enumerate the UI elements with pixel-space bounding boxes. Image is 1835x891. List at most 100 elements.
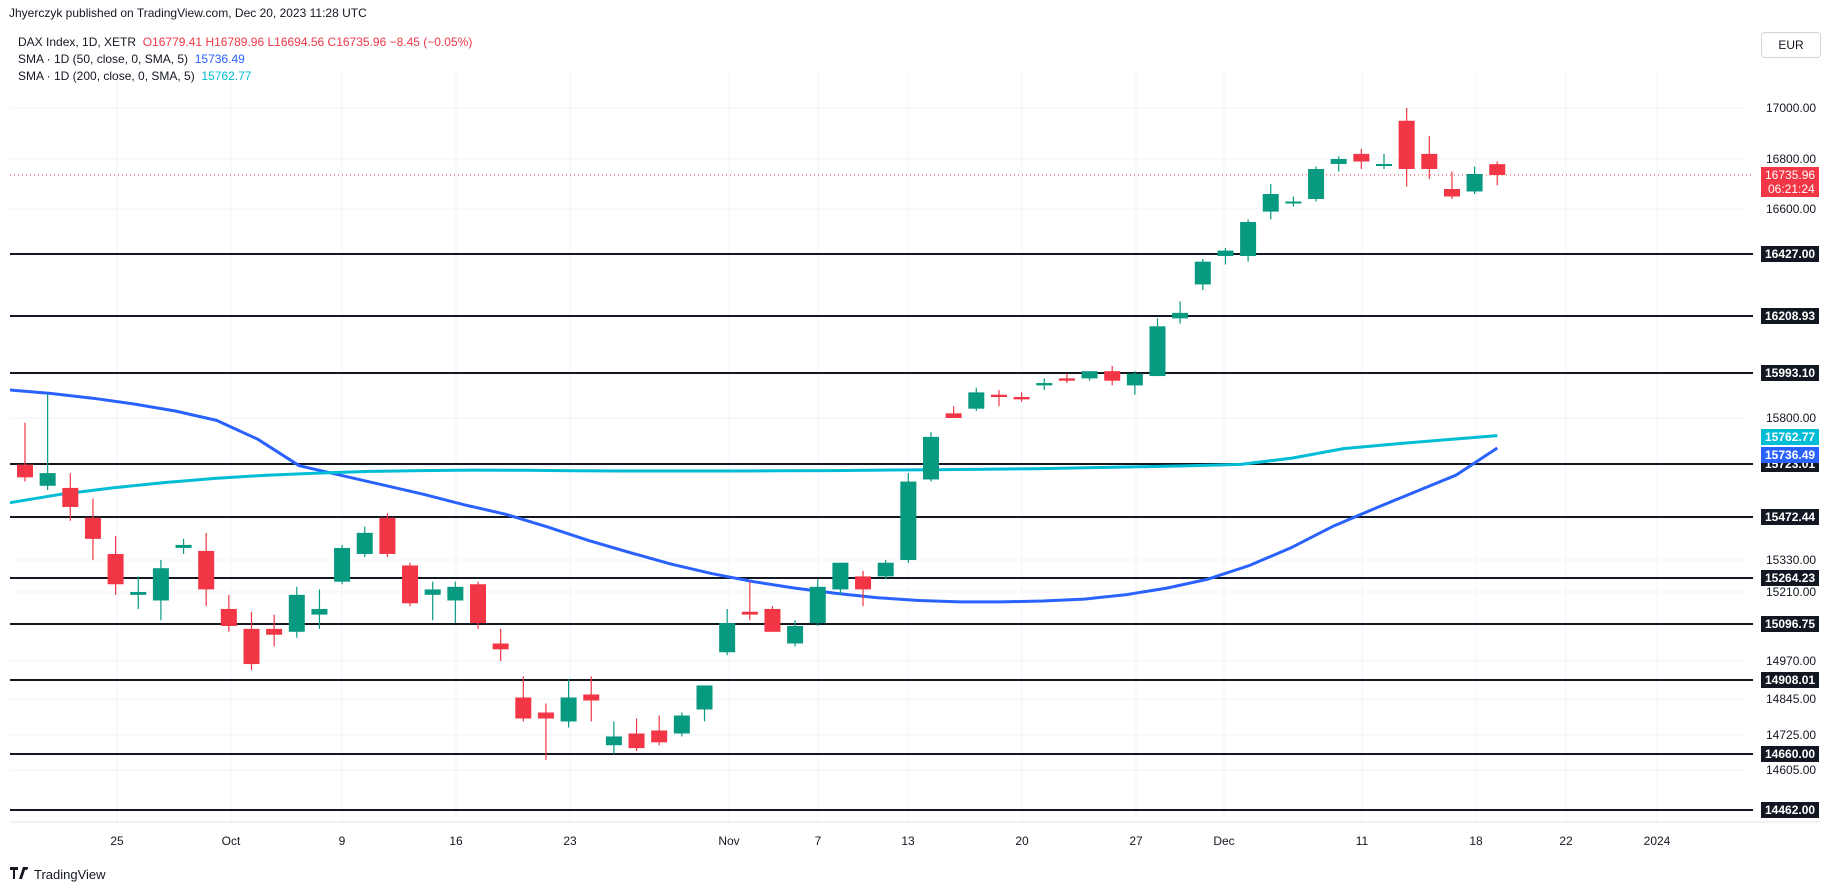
y-tick-label: 14605.00: [1766, 763, 1816, 777]
x-tick-label: 25: [110, 834, 124, 848]
candle-body: [787, 625, 804, 644]
level-price-tag-bg: [1761, 616, 1819, 632]
candle: [356, 526, 373, 557]
candle-body: [1217, 250, 1234, 256]
candle: [1149, 318, 1166, 377]
ohlc-values: O16779.41 H16789.96 L16694.56 C16735.96 …: [142, 35, 473, 49]
level-price-tag: 15096.75: [1761, 616, 1819, 632]
candle-body: [809, 586, 826, 624]
candle: [1353, 148, 1370, 169]
candle: [1013, 392, 1030, 402]
candle: [1376, 153, 1392, 169]
level-price-tag-bg: [1761, 746, 1819, 762]
candle-body: [923, 436, 939, 480]
candle-body: [243, 628, 260, 665]
tradingview-logo-icon: [10, 866, 30, 882]
candle-body: [628, 733, 645, 749]
candles: [17, 108, 1506, 760]
candle-body: [741, 611, 758, 615]
y-tick-label: 15330.00: [1766, 553, 1816, 567]
currency-button[interactable]: EUR: [1761, 32, 1821, 58]
price-axis[interactable]: 17000.00 16800.00 16600.00 15800.00 15330.00…: [1761, 101, 1819, 818]
x-tick-label: 22: [1559, 834, 1573, 848]
candle-body: [855, 576, 872, 590]
level-price-tag: 15993.10: [1761, 365, 1819, 381]
candle: [1308, 166, 1325, 202]
candle: [198, 532, 215, 607]
candle: [1466, 166, 1483, 194]
ma200-price-tag: 15762.77: [1761, 429, 1819, 445]
candle-body: [334, 547, 351, 582]
ma200-price-tag-text: 15762.77: [1765, 430, 1815, 444]
candle-body: [1421, 153, 1438, 169]
candle-body: [877, 562, 894, 577]
level-price-tag-text: 16427.00: [1765, 247, 1815, 261]
level-price-tag-text: 14908.01: [1765, 673, 1815, 687]
candle: [741, 581, 758, 621]
candle-body: [175, 544, 192, 548]
level-price-tag-text: 15264.23: [1765, 571, 1815, 585]
candle: [1262, 184, 1279, 220]
last-price-tag-bg: [1761, 167, 1819, 198]
level-price-tag-text: 15096.75: [1765, 617, 1815, 631]
level-price-tag: 14462.00: [1761, 802, 1819, 818]
candle: [877, 560, 894, 580]
candle: [1421, 136, 1438, 179]
symbol-label: DAX Index, 1D, XETR: [18, 35, 137, 49]
candle-body: [311, 608, 328, 615]
candle: [945, 406, 962, 418]
candle-body: [1149, 326, 1166, 377]
candle: [152, 560, 169, 621]
candle: [1036, 378, 1053, 391]
candle: [900, 473, 917, 563]
candle-body: [152, 568, 169, 601]
candle-body: [220, 608, 237, 626]
candle: [764, 606, 781, 632]
candle: [787, 620, 804, 647]
candle: [855, 570, 872, 607]
x-tick-label: 16: [449, 834, 463, 848]
ma50-line: [9, 388, 1499, 604]
candle: [809, 579, 826, 626]
footer-brand: TradingView: [34, 866, 106, 882]
level-price-tag-bg: [1761, 308, 1819, 324]
candle-body: [1285, 201, 1302, 204]
candle: [1398, 108, 1415, 187]
level-price-tag: 14660.00: [1761, 746, 1819, 762]
candle: [311, 589, 328, 629]
level-price-tag-bg: [1761, 802, 1819, 818]
x-tick-label: 20: [1015, 834, 1029, 848]
candle: [107, 535, 124, 595]
candle: [1285, 196, 1302, 207]
candle: [1058, 373, 1075, 384]
time-axis[interactable]: 25 Oct 9 16 23 Nov 7 13 20 27 Dec 11 18 22 2024: [10, 821, 1820, 848]
candle-body: [560, 697, 577, 722]
candle-body: [990, 394, 1007, 398]
candle-body: [356, 532, 373, 554]
candle: [62, 473, 79, 521]
candle: [990, 390, 1007, 407]
y-tick-label: 14725.00: [1766, 728, 1816, 742]
candle: [175, 538, 192, 554]
candle: [39, 394, 56, 491]
candle-body: [1036, 383, 1053, 386]
chart-legend: DAX Index, 1D, XETR O16779.41 H16789.96 …: [18, 34, 472, 85]
ma200-row[interactable]: SMA · 1D (200, close, 0, SMA, 5) 15762.7…: [18, 68, 472, 85]
candle-body: [1058, 378, 1075, 381]
ma50-row[interactable]: SMA · 1D (50, close, 0, SMA, 5) 15736.49: [18, 51, 472, 68]
candle: [605, 721, 622, 754]
level-price-tag-bg: [1761, 570, 1819, 586]
candle-body: [673, 715, 690, 734]
candle: [560, 679, 577, 728]
candle-body: [764, 608, 781, 632]
candle-body: [402, 565, 419, 604]
candle: [470, 581, 486, 629]
ma50-label: SMA · 1D (50, close, 0, SMA, 5): [18, 52, 189, 66]
candle: [1081, 371, 1098, 381]
candle: [696, 685, 713, 722]
x-tick-label: Nov: [718, 834, 739, 848]
x-tick-label: Dec: [1213, 834, 1234, 848]
candle-body: [1353, 153, 1370, 162]
